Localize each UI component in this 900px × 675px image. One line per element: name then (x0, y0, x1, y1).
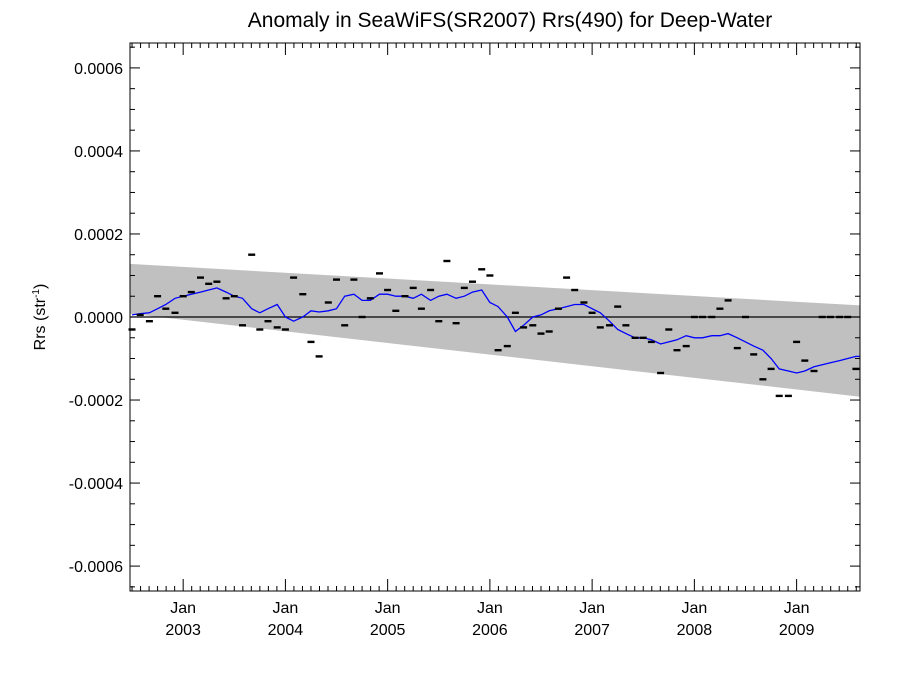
x-tick-label-month: Jan (375, 600, 401, 617)
x-tick-label-year: 2008 (677, 622, 713, 639)
x-tick-label-month: Jan (273, 600, 299, 617)
x-tick-label-year: 2007 (574, 622, 610, 639)
x-tick-label-month: Jan (477, 600, 503, 617)
x-tick-label-month: Jan (681, 600, 707, 617)
x-tick-label-month: Jan (579, 600, 605, 617)
confidence-band-layer (130, 263, 860, 397)
y-axis-label-main: Rrs (str (32, 297, 49, 350)
y-axis-label-suffix: ) (32, 284, 49, 289)
confidence-band (130, 263, 860, 397)
y-axis-label: Rrs (str-1) (31, 284, 49, 351)
data-markers-layer (128, 253, 860, 398)
x-tick-label-year: 2006 (472, 622, 508, 639)
x-tick-label-year: 2009 (779, 622, 815, 639)
x-tick-label-year: 2004 (268, 622, 304, 639)
y-tick-label: 0.0002 (74, 227, 123, 244)
y-tick-label: -0.0002 (69, 393, 123, 410)
y-tick-label: 0.0006 (74, 61, 123, 78)
y-tick-label: -0.0004 (69, 476, 123, 493)
x-axis-ticks: Jan 2003 Jan 2004 Jan 2005 Jan 2006 Jan 2007 Jan 20… (131, 43, 857, 639)
y-axis-ticks: 0.0006 0.0004 0.0002 0.0000 -0.0002 -0.0004 -0… (69, 46, 860, 588)
x-tick-label-month: Jan (784, 600, 810, 617)
y-tick-label: 0.0004 (74, 144, 123, 161)
chart-title: Anomaly in SeaWiFS(SR2007) Rrs(490) for … (248, 9, 772, 32)
trend-line-layer (131, 287, 860, 374)
y-axis-label-superscript: -1 (31, 289, 42, 298)
y-tick-label: -0.0006 (69, 559, 123, 576)
trend-line (131, 287, 860, 374)
x-tick-label-year: 2003 (165, 622, 201, 639)
y-tick-label: 0.0000 (74, 310, 123, 327)
x-tick-label-year: 2005 (370, 622, 406, 639)
x-tick-label-month: Jan (170, 600, 196, 617)
